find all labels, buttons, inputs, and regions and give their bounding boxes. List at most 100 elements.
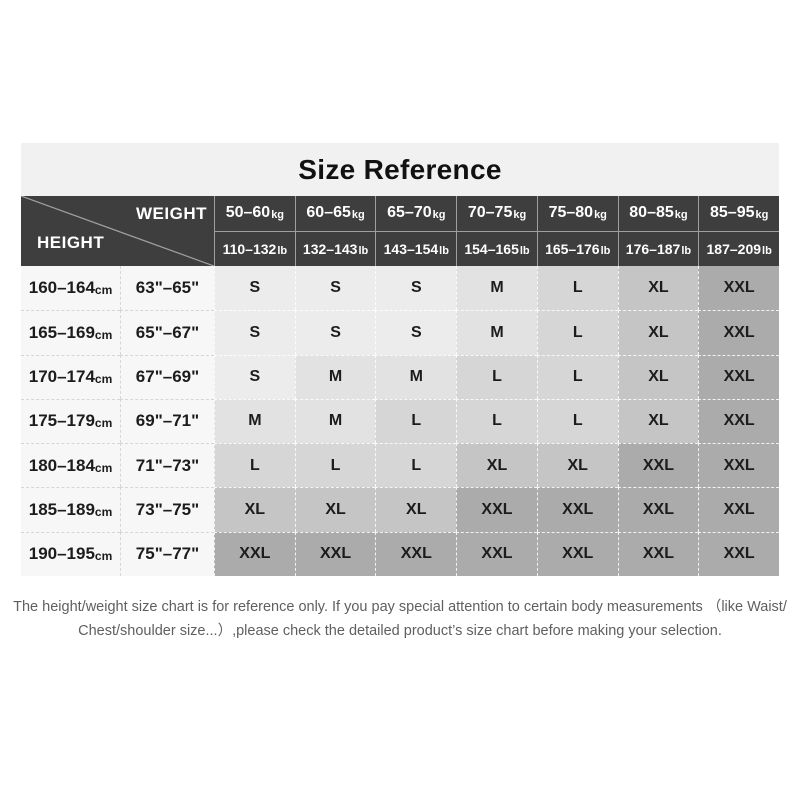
weight-lb-cell: 176–187 lb [619,232,699,267]
weight-kg-value: 75–80 [548,204,594,222]
size-cell: XL [294,487,376,532]
size-cell: S [214,354,295,399]
size-cell: XL [375,487,457,532]
size-cell: XXL [617,531,699,576]
lb-unit-label: lb [519,244,530,257]
size-cell: M [214,398,295,444]
size-grid: 160–164 cm 63"–65" S S S M L XL XXL 165–169 cm 65"–6… [21,266,779,576]
weight-column-1: 60–65 kg 132–143 lb [294,196,376,267]
size-cell: XXL [536,487,618,532]
weight-column-2: 65–70 kg 143–154 lb [375,196,457,266]
weight-kg-value: 80–85 [629,204,674,222]
weight-column-4: 75–80 kg 165–176 lb [536,196,618,267]
kg-unit-label: kg [594,209,607,222]
weight-column-0: 50–60 kg 110–132 lb [214,196,295,266]
size-cell: L [456,398,537,444]
cm-unit-label: cm [94,372,113,387]
size-cell: M [294,354,376,399]
cm-unit-label: cm [94,549,113,564]
weight-lb-value: 132–143 [302,240,358,257]
height-cm-value: 170–174 [28,367,95,387]
size-cell: XXL [617,487,699,532]
size-cell: L [536,398,618,444]
size-cell: XL [536,443,618,488]
weight-lb-cell: 132–143 lb [296,232,376,267]
size-cell: L [294,443,376,488]
size-cell: L [456,354,537,399]
height-cm-cell: 165–169 cm [21,310,120,355]
page-title: Size Reference [21,143,779,196]
height-inch-cell: 71"–73" [120,443,214,488]
size-cell: XXL [294,531,376,576]
height-inch-value: 65"–67" [135,322,200,342]
size-cell: XXL [698,398,779,444]
size-cell: S [294,310,376,355]
weight-lb-cell: 165–176 lb [538,232,618,267]
weight-kg-cell: 70–75 kg [457,196,537,232]
size-cell: XXL [456,487,537,532]
weight-lb-value: 187–209 [706,240,762,257]
kg-unit-label: kg [432,209,446,222]
lb-unit-label: lb [681,244,692,257]
size-cell: XXL [617,443,699,488]
height-cm-value: 160–164 [28,278,95,298]
weight-kg-cell: 80–85 kg [618,196,699,232]
height-inch-value: 67"–69" [135,367,200,387]
table-header: WEIGHT HEIGHT 50–60 kg 110–132 lb 60–65 kg 132… [21,196,780,267]
size-cell: XXL [698,266,779,311]
kg-unit-label: kg [513,209,527,222]
weight-kg-cell: 75–80 kg [537,196,618,232]
size-cell: M [375,354,457,399]
lb-unit-label: lb [277,244,288,257]
size-cell: XXL [698,487,779,532]
height-inch-cell: 69"–71" [120,398,214,444]
size-cell: XXL [698,531,779,576]
weight-lb-cell: 154–165 lb [457,232,537,267]
height-inch-value: 71"–73" [135,455,200,475]
weight-lb-value: 176–187 [625,240,681,257]
lb-unit-label: lb [762,244,772,257]
lb-unit-label: lb [439,244,449,257]
size-cell: S [214,310,295,355]
size-cell: M [456,310,537,355]
weight-kg-value: 85–95 [710,204,755,222]
weight-kg-cell: 85–95 kg [699,196,780,232]
cm-unit-label: cm [94,460,113,475]
size-cell: L [536,310,618,355]
size-cell: M [294,398,376,444]
weight-kg-value: 50–60 [225,204,271,222]
weight-lb-value: 110–132 [222,240,277,257]
kg-unit-label: kg [755,209,769,222]
size-cell: L [214,443,295,488]
height-cm-cell: 180–184 cm [21,443,120,488]
size-cell: XL [456,443,537,488]
kg-unit-label: kg [674,209,688,222]
height-inch-value: 73"–75" [135,499,200,519]
height-inch-value: 75"–77" [135,544,200,564]
size-cell: S [294,266,376,311]
weight-kg-cell: 50–60 kg [215,196,295,232]
header-corner-cell: WEIGHT HEIGHT [21,196,214,266]
size-cell: XXL [536,531,618,576]
size-cell: S [375,310,457,355]
weight-column-3: 70–75 kg 154–165 lb [456,196,537,266]
height-inch-cell: 73"–75" [120,487,214,532]
weight-lb-cell: 110–132 lb [215,232,295,267]
size-cell: L [375,398,457,444]
weight-lb-value: 165–176 [545,240,600,257]
lb-unit-label: lb [600,244,611,257]
size-cell: L [536,354,618,399]
height-cm-value: 180–184 [28,455,95,475]
lb-unit-label: lb [358,244,369,257]
weight-axis-label: WEIGHT [136,204,207,223]
size-cell: S [214,266,295,311]
weight-column-6: 85–95 kg 187–209 lb [698,196,780,266]
weight-kg-value: 65–70 [387,204,432,222]
size-cell: XL [617,398,699,444]
size-cell: L [536,266,618,311]
height-cm-cell: 190–195 cm [21,531,120,576]
size-cell: XXL [698,443,779,488]
height-cm-cell: 170–174 cm [21,354,120,399]
size-cell: XXL [456,531,537,576]
size-cell: M [456,266,537,311]
